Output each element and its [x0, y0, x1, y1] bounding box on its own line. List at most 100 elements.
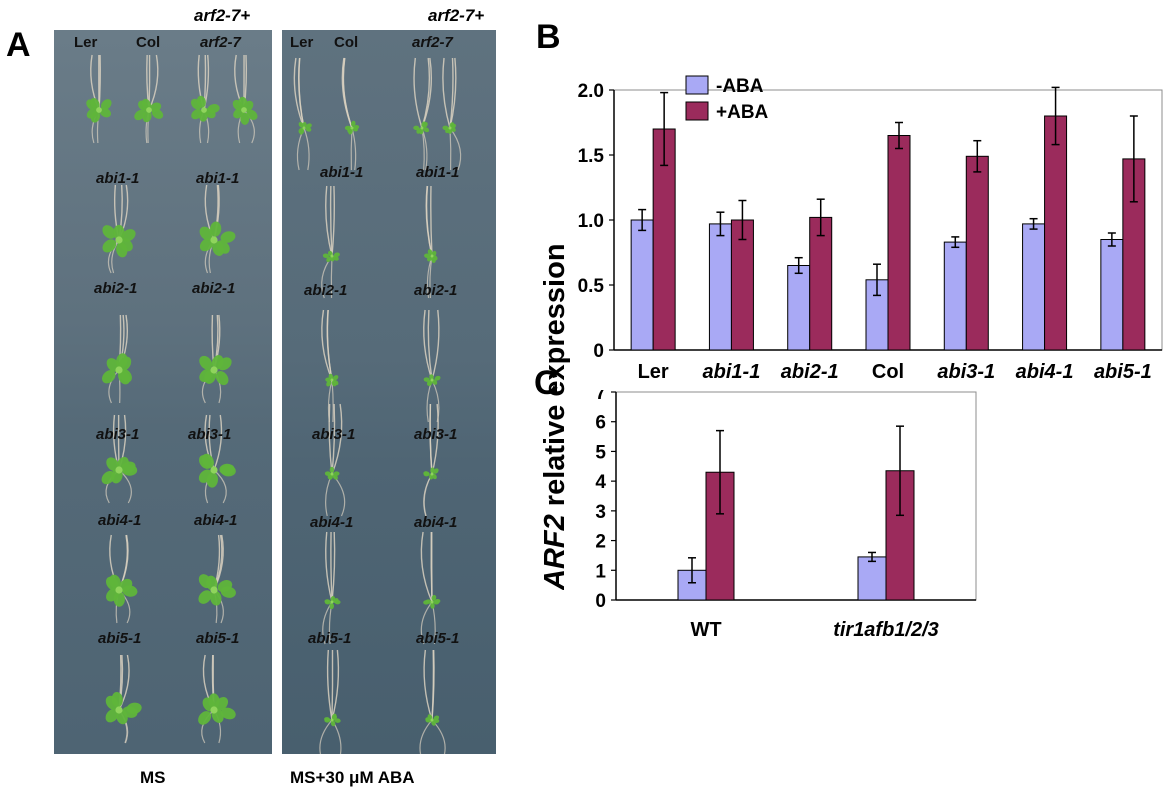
leaf [430, 600, 434, 604]
root [420, 601, 433, 645]
leaf [305, 126, 312, 132]
bar [887, 135, 911, 351]
seedling [321, 309, 339, 423]
seedling [321, 185, 340, 299]
x-tick-label: abi1-1 [703, 361, 761, 383]
seedling [319, 649, 342, 754]
leaf [332, 375, 339, 381]
seedling [101, 414, 138, 504]
plate-label: abi4-1 [414, 514, 458, 531]
leaf [302, 121, 307, 129]
leaf [220, 707, 236, 720]
leaf [199, 226, 213, 241]
root [425, 185, 433, 257]
leaf [210, 590, 222, 606]
leaf [423, 377, 430, 382]
leaf [334, 718, 341, 723]
leaf [450, 123, 456, 129]
y-tick-label: 0 [593, 341, 604, 362]
leaf [115, 466, 123, 474]
root [330, 531, 333, 603]
y-tick-label: 1.0 [578, 211, 604, 232]
seedling [420, 531, 441, 645]
x-tick-label: abi4-1 [1016, 361, 1074, 383]
legend-swatch [685, 101, 709, 121]
plate-label: Col [334, 34, 359, 51]
leaf [427, 249, 433, 256]
plate-label: Ler [74, 34, 98, 51]
leaf [198, 711, 212, 725]
leaf [442, 125, 449, 131]
panel-a-letter: A [6, 26, 31, 64]
leaf [430, 254, 434, 258]
leaf [329, 603, 334, 610]
x-tick-label: abi2-1 [781, 361, 839, 383]
leaf [350, 126, 354, 130]
seedling [423, 403, 439, 517]
leaf [420, 126, 424, 130]
root [449, 57, 454, 129]
root [431, 649, 435, 721]
root [442, 57, 451, 129]
leaf [100, 99, 112, 110]
y-tick-label: 0.5 [578, 276, 605, 297]
leaf [330, 472, 334, 476]
left-plate-header: arf2-7+ [194, 6, 251, 25]
leaf [217, 357, 232, 371]
seedling [102, 314, 132, 404]
bar [809, 216, 833, 351]
seedling [199, 314, 232, 404]
y-tick-label: 7 [595, 390, 606, 404]
leaf [217, 580, 233, 593]
leaf [240, 112, 250, 125]
leaf [146, 107, 152, 113]
seedling [86, 54, 112, 144]
plate-label: abi4-1 [98, 512, 142, 529]
leaf [198, 590, 212, 604]
leaf [118, 356, 132, 371]
leaf [422, 122, 428, 128]
leaf [423, 471, 430, 476]
leaf [324, 471, 331, 476]
root [321, 309, 333, 381]
root [341, 57, 353, 129]
leaf [201, 453, 214, 469]
seedling [413, 57, 432, 171]
ms-plate-photo: Ler Col arf2-7 abi1-1 abi1-1 abi2-1 abi2… [54, 30, 272, 754]
leaf [344, 125, 351, 131]
panel-c-letter: C [534, 364, 559, 402]
leaf [430, 378, 434, 382]
root [107, 239, 120, 274]
leaf [448, 126, 452, 130]
leaf [199, 238, 214, 252]
leaf [210, 466, 218, 474]
leaf [86, 108, 98, 119]
bar [708, 223, 732, 351]
root [413, 57, 423, 129]
leaf [413, 125, 420, 131]
root [326, 649, 333, 721]
bar [943, 241, 967, 351]
leaf [431, 594, 437, 601]
root [319, 719, 333, 754]
leaf [102, 370, 116, 384]
leaf [115, 706, 123, 714]
plate-label: abi5-1 [416, 630, 460, 647]
x-tick-label: WT [690, 619, 721, 641]
leaf [134, 109, 146, 121]
root [430, 185, 433, 257]
plate-label: arf2-7 [412, 34, 453, 51]
plate-label: abi3-1 [312, 426, 356, 443]
leaf [214, 697, 229, 711]
leaf [212, 241, 224, 256]
leaf [302, 126, 306, 130]
leaf [219, 463, 235, 475]
root [331, 649, 340, 721]
leaf [196, 95, 206, 108]
seedling [105, 654, 142, 744]
plate-label: abi5-1 [196, 630, 240, 647]
bar [1100, 239, 1124, 351]
panel-b-letter: B [536, 18, 561, 56]
plate-label: abi1-1 [320, 164, 364, 181]
root [420, 531, 433, 603]
